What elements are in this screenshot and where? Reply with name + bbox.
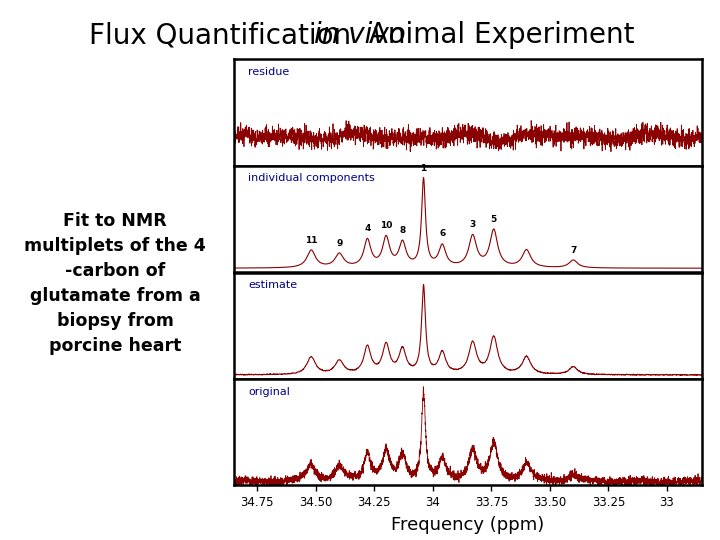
Text: individual components: individual components [248,173,375,184]
Text: 11: 11 [305,235,318,245]
Text: 9: 9 [336,239,343,247]
Text: Flux Quantification: Flux Quantification [89,21,360,49]
Text: Animal Experiment: Animal Experiment [360,21,634,49]
Text: Fit to NMR
multiplets of the 4
-carbon of
glutamate from a
biopsy from
porcine h: Fit to NMR multiplets of the 4 -carbon o… [24,212,206,355]
Text: 6: 6 [439,230,446,239]
Text: 5: 5 [490,214,497,224]
Text: 8: 8 [400,226,405,235]
Text: in vivo: in vivo [314,21,406,49]
Text: 7: 7 [570,246,577,255]
Text: original: original [248,387,290,397]
Text: estimate: estimate [248,280,297,290]
Text: 4: 4 [364,224,371,233]
Text: residue: residue [248,67,289,77]
Text: 1: 1 [420,164,427,173]
X-axis label: Frequency (ppm): Frequency (ppm) [392,516,544,534]
Text: 10: 10 [380,221,392,230]
Text: 3: 3 [469,220,476,229]
